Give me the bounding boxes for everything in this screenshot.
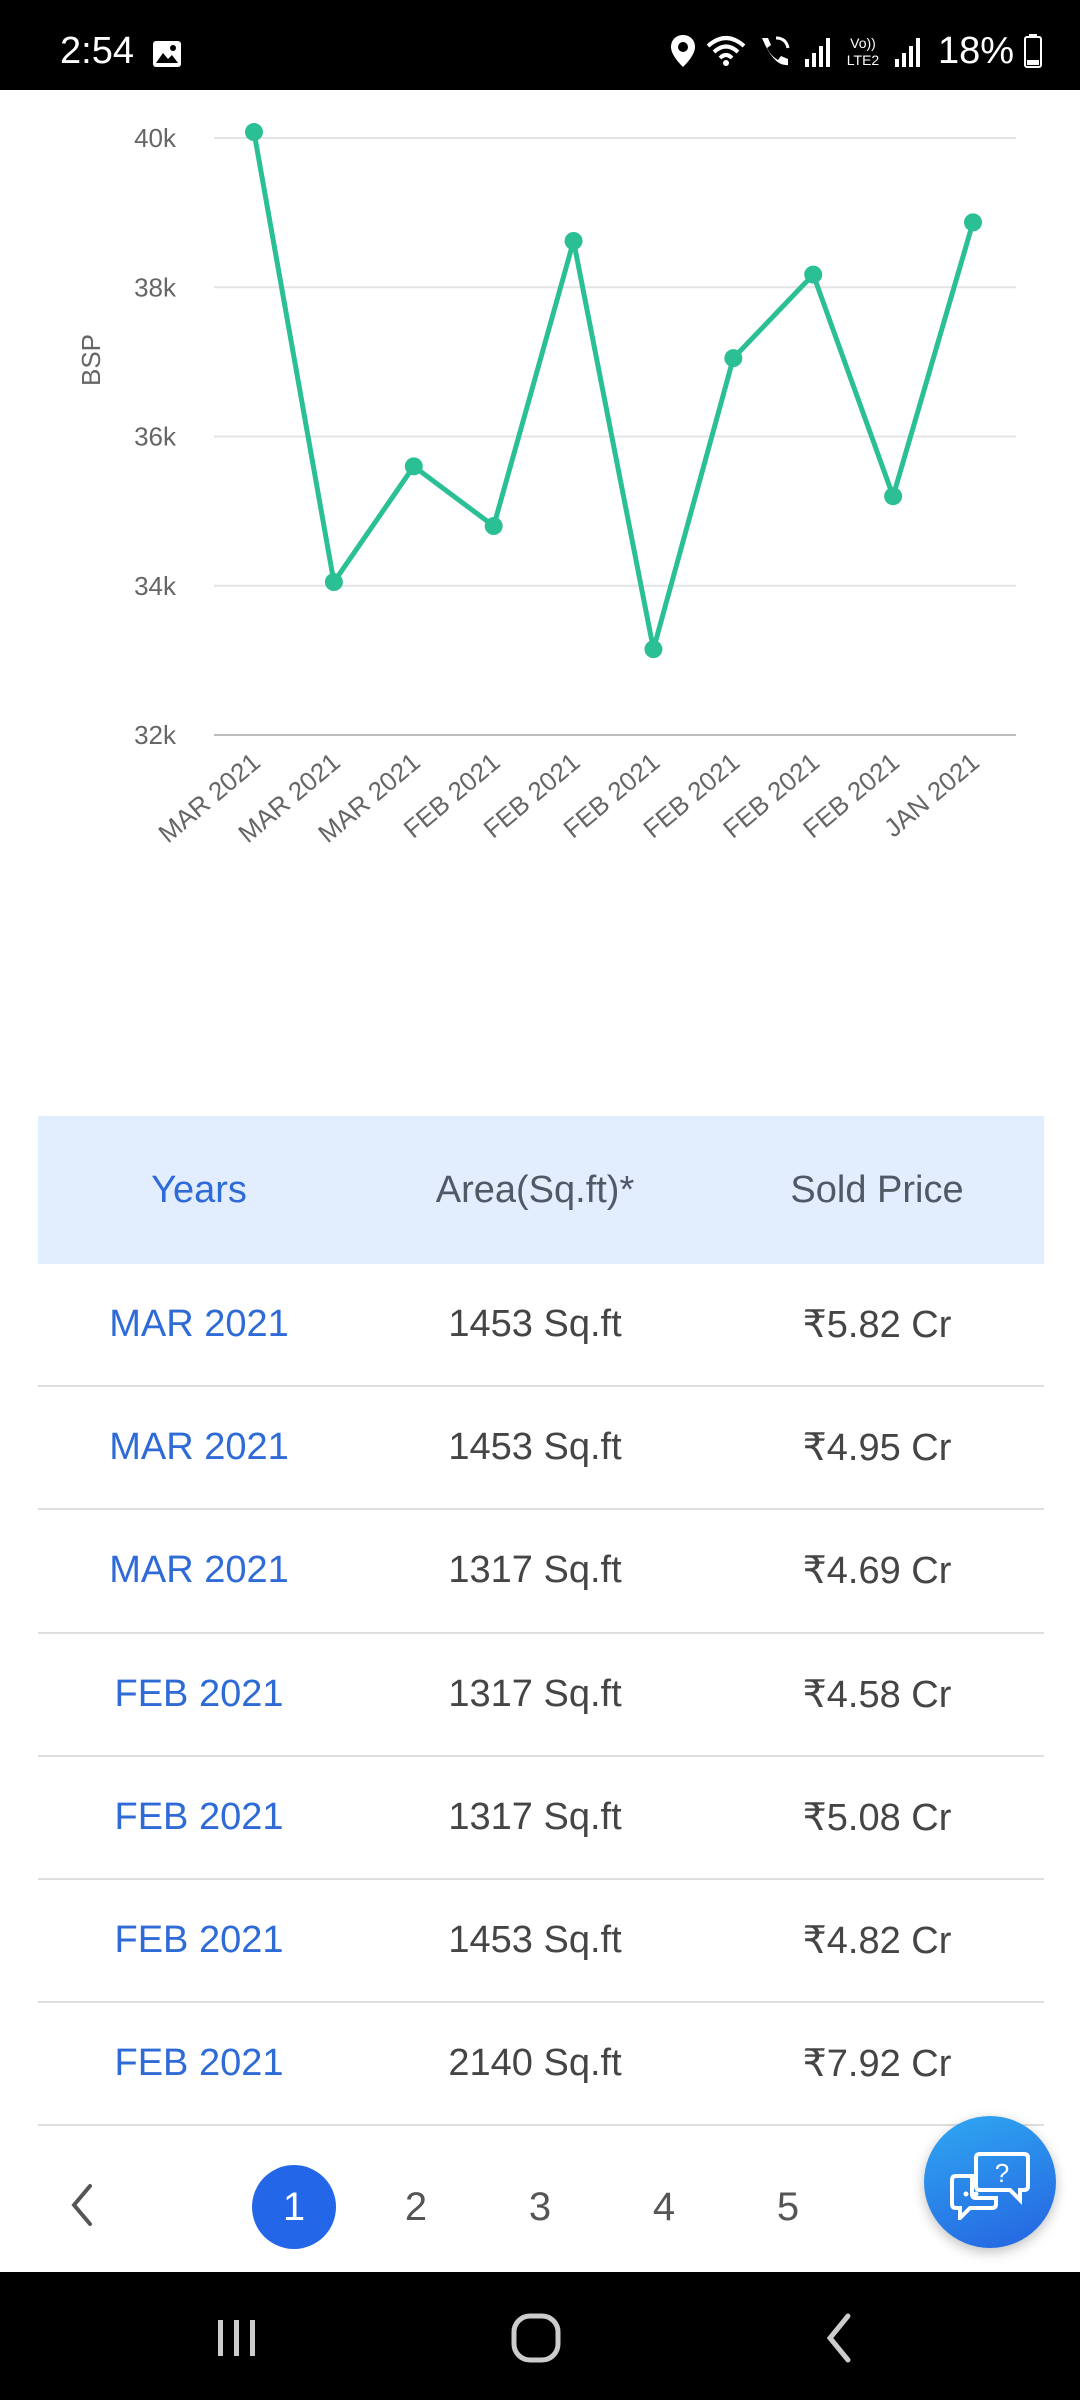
table-row: FEB 2021 2140 Sq.ft ₹7.92 Cr [38, 2003, 1044, 2127]
chat-question-icon: ? [950, 2152, 1030, 2220]
cell-area: 2140 Sq.ft [448, 2042, 622, 2085]
data-point [884, 487, 903, 506]
table-row: MAR 2021 1453 Sq.ft ₹4.95 Cr [38, 1387, 1044, 1511]
series-line [251, 131, 976, 652]
header-years[interactable]: Years [151, 1168, 247, 1211]
y-tick-label: 34k [134, 571, 177, 601]
page-1-button[interactable]: 1 [252, 2165, 336, 2249]
cell-price: ₹5.82 Cr [802, 1304, 952, 1347]
page-3-button[interactable]: 3 [528, 2184, 552, 2229]
data-point [644, 640, 663, 659]
header-area[interactable]: Area(Sq.ft)* [435, 1168, 635, 1211]
y-tick-label: 36k [134, 422, 177, 452]
table-row: FEB 2021 1317 Sq.ft ₹5.08 Cr [38, 1757, 1044, 1880]
cell-year[interactable]: MAR 2021 [109, 1303, 289, 1346]
recent-apps-icon[interactable] [196, 2302, 276, 2372]
y-tick-label: 38k [134, 272, 177, 302]
gallery-icon [152, 40, 182, 68]
y-tick-label: 40k [134, 123, 177, 153]
svg-text:Vo)): Vo)) [850, 35, 876, 51]
data-point [484, 517, 503, 536]
home-icon[interactable] [496, 2302, 576, 2372]
y-tick-label: 32k [134, 720, 177, 750]
cell-year[interactable]: FEB 2021 [114, 1919, 284, 1962]
cell-year[interactable]: MAR 2021 [109, 1426, 289, 1469]
cell-area: 1317 Sq.ft [448, 1549, 622, 1592]
data-point [324, 573, 343, 592]
pagination: 1 2 3 4 5 [0, 2140, 1080, 2270]
volte-icon: Vo)) LTE2 [842, 34, 884, 68]
battery-percent: 18% [937, 30, 1014, 72]
cell-year[interactable]: FEB 2021 [114, 1795, 284, 1838]
cell-area: 1317 Sq.ft [448, 1795, 622, 1838]
data-point [245, 123, 263, 142]
y-axis-title: BSP [76, 334, 106, 386]
table-row: MAR 2021 1453 Sq.ft ₹5.82 Cr [38, 1264, 1044, 1388]
cell-area: 1453 Sq.ft [448, 1303, 622, 1346]
data-point [404, 457, 423, 476]
data-point [564, 231, 583, 250]
header-sold-price[interactable]: Sold Price [790, 1168, 964, 1211]
cell-price: ₹4.58 Cr [802, 1673, 952, 1716]
back-icon[interactable] [800, 2302, 880, 2372]
cell-area: 1317 Sq.ft [448, 1672, 622, 1715]
cell-price: ₹4.69 Cr [802, 1550, 952, 1593]
prev-page-icon[interactable] [62, 2180, 102, 2230]
cell-area: 1453 Sq.ft [448, 1426, 622, 1469]
wifi-call-icon [756, 34, 794, 68]
cell-year[interactable]: FEB 2021 [114, 2042, 284, 2085]
system-nav-bar [0, 2272, 1080, 2400]
page-4-button[interactable]: 4 [652, 2184, 676, 2229]
location-icon [670, 34, 696, 68]
wifi-icon [706, 34, 746, 68]
cell-price: ₹4.95 Cr [802, 1427, 952, 1470]
signal-icon [894, 35, 922, 67]
data-point [724, 349, 743, 368]
page-5-button[interactable]: 5 [776, 2184, 800, 2229]
data-point [804, 265, 823, 284]
table-row: FEB 2021 1317 Sq.ft ₹4.58 Cr [38, 1634, 1044, 1757]
svg-text:?: ? [995, 2158, 1009, 2188]
cell-year[interactable]: MAR 2021 [109, 1549, 289, 1592]
signal-icon [804, 35, 832, 67]
status-bar: 2:54 Vo)) LTE2 18% [0, 0, 1080, 90]
cell-year[interactable]: FEB 2021 [114, 1672, 284, 1715]
table-row: MAR 2021 1317 Sq.ft ₹4.69 Cr [38, 1510, 1044, 1634]
data-point [964, 213, 982, 232]
sales-table: Years Area(Sq.ft)* Sold Price MAR 2021 1… [38, 1116, 1044, 2127]
battery-icon [1024, 34, 1042, 68]
chat-help-button[interactable]: ? [924, 2116, 1056, 2248]
table-header: Years Area(Sq.ft)* Sold Price [38, 1116, 1044, 1264]
bsp-line-chart: 32k 34k 36k 38k 40k BSP MAR 2021 MAR 2021 MAR 20… [0, 90, 1080, 920]
table-row: FEB 2021 1453 Sq.ft ₹4.82 Cr [38, 1880, 1044, 2004]
status-time: 2:54 [60, 30, 134, 72]
cell-price: ₹5.08 Cr [802, 1796, 952, 1839]
cell-price: ₹7.92 Cr [802, 2043, 952, 2086]
cell-area: 1453 Sq.ft [448, 1919, 622, 1962]
cell-price: ₹4.82 Cr [802, 1920, 952, 1963]
svg-text:LTE2: LTE2 [847, 52, 880, 68]
page-2-button[interactable]: 2 [404, 2184, 428, 2229]
